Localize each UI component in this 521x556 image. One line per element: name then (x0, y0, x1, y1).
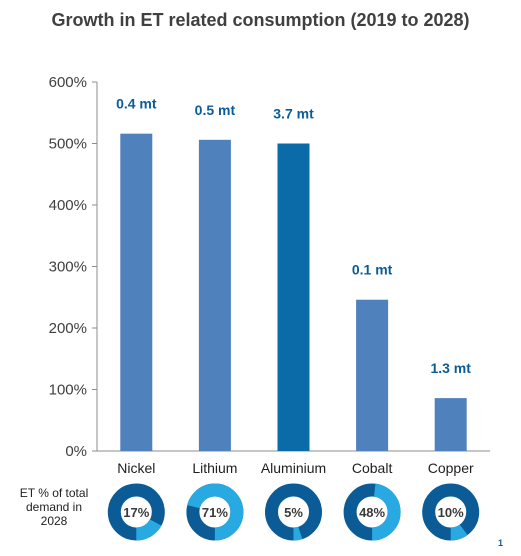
data-label: 0.1 mt (352, 262, 393, 278)
data-label: 1.3 mt (430, 360, 471, 376)
donut-label: 48% (359, 505, 385, 520)
donut-label: 5% (284, 505, 303, 520)
donut-label: 71% (202, 505, 228, 520)
y-tick-label: 600% (49, 74, 87, 91)
chart-title: Growth in ET related consumption (2019 t… (51, 10, 470, 30)
bar-nickel (120, 133, 153, 451)
data-label: 3.7 mt (273, 106, 314, 122)
y-tick-label: 100% (49, 382, 87, 399)
category-label: Cobalt (352, 460, 393, 476)
category-label: Nickel (117, 460, 155, 476)
y-tick-label: 500% (49, 136, 87, 153)
data-label: 0.4 mt (116, 96, 157, 112)
bar-copper (434, 398, 467, 451)
bar-lithium (198, 139, 231, 451)
category-label: Aluminium (261, 460, 326, 476)
category-label: Lithium (192, 460, 237, 476)
footnote: 1 (498, 538, 504, 548)
bar-cobalt (356, 299, 389, 451)
donut-share-arc (186, 483, 244, 541)
y-tick-label: 0% (65, 443, 87, 460)
donut-share-arc (265, 483, 322, 541)
et-share-label: ET % of total demand in 2028 (19, 486, 89, 528)
donut-share-arc (107, 483, 165, 541)
y-tick-label: 400% (49, 197, 87, 214)
donut-share-arc (343, 483, 401, 541)
bar-aluminium (277, 143, 310, 451)
y-tick-label: 300% (49, 259, 87, 276)
donut-label: 10% (438, 505, 464, 520)
donut-label: 17% (123, 505, 149, 520)
data-label: 0.5 mt (195, 102, 236, 118)
donut-share-arc (422, 483, 480, 541)
category-label: Copper (428, 460, 474, 476)
y-tick-label: 200% (49, 320, 87, 337)
